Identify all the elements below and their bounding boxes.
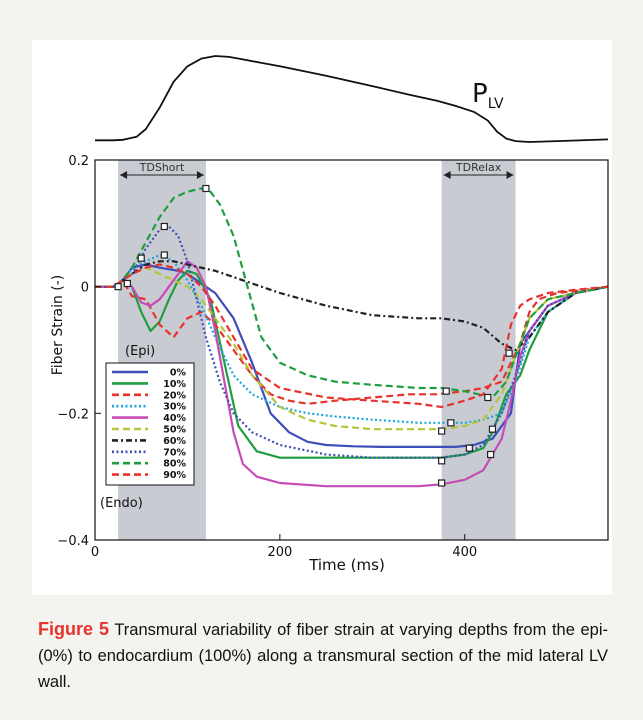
legend-box	[105, 362, 195, 486]
series-line-90pct	[95, 263, 609, 409]
legend-entry-label-6: 60%	[163, 436, 186, 447]
figure-caption: Figure 5 Transmural variability of fiber…	[38, 616, 608, 695]
y-tick-label-0: −0.4	[57, 534, 89, 549]
region-label-1: TDRelax	[455, 161, 502, 174]
marker-point-10	[438, 479, 446, 487]
fiber-strain-chart: 0 200 400 −0.4 −0.2 0 0.2 TDShort TDRelax (Epi)…	[50, 55, 609, 574]
marker-point-14	[488, 425, 497, 433]
legend-entry-label-3: 30%	[163, 402, 186, 413]
figure-area: 0 200 400 −0.4 −0.2 0 0.2 TDShort TDRelax (Epi)…	[32, 40, 612, 595]
marker-point-1	[123, 279, 131, 288]
x-axis-label: Time (ms)	[308, 556, 385, 574]
marker-point-11	[465, 444, 473, 452]
region-arrowhead-left-1	[443, 171, 451, 179]
region-arrowhead-left-0	[120, 171, 128, 179]
series-line-0pct	[95, 263, 609, 448]
marker-point-12	[484, 393, 492, 402]
legend-entry-label-9: 90%	[163, 470, 186, 481]
series-line-70pct	[95, 225, 609, 459]
legend: (Epi) 0%10%20%30%40%50%60%70%80%90% (Endo)	[100, 344, 195, 511]
figure-caption-text: Transmural variability of fiber strain a…	[38, 621, 608, 691]
marker-group	[114, 184, 513, 487]
region-arrowhead-right-1	[506, 171, 514, 179]
y-tick-label-1: −0.2	[57, 407, 89, 422]
marker-point-0	[114, 283, 122, 291]
legend-entry-label-4: 40%	[163, 413, 186, 424]
legend-entry-label-2: 20%	[163, 390, 186, 401]
series-line-60pct	[95, 260, 609, 352]
series-line-40pct	[95, 260, 609, 488]
series-line-50pct	[95, 266, 609, 431]
marker-point-6	[438, 427, 446, 435]
marker-point-7	[442, 387, 450, 395]
marker-point-13	[487, 450, 495, 459]
plot-frame	[94, 159, 609, 541]
pressure-label-main: P	[472, 79, 488, 109]
marker-point-8	[447, 419, 455, 427]
pressure-label: PLV	[472, 79, 504, 112]
legend-epi-note: (Epi)	[125, 344, 155, 359]
series-line-30pct	[95, 253, 609, 424]
region-arrowhead-right-0	[196, 171, 204, 179]
y-tick-label-3: 0.2	[68, 154, 89, 169]
pressure-curve-group	[95, 55, 609, 143]
marker-point-5	[202, 184, 210, 193]
legend-entry-label-5: 50%	[163, 425, 186, 436]
x-tick-label-2: 400	[452, 545, 477, 560]
legend-entry-label-8: 80%	[163, 459, 186, 470]
legend-entry-label-7: 70%	[163, 447, 186, 458]
y-tick-label-2: 0	[81, 281, 89, 296]
legend-entry-label-0: 0%	[170, 368, 187, 379]
pressure-label-sub: LV	[488, 96, 504, 112]
pressure-curve	[95, 55, 609, 143]
series-line-80pct	[95, 187, 609, 399]
x-tick-label-1: 200	[267, 545, 292, 560]
legend-entry-label-1: 10%	[163, 379, 186, 390]
y-axis-label: Fiber Strain (-)	[50, 275, 66, 376]
region-labels: TDShort TDRelax	[120, 161, 514, 179]
marker-point-2	[137, 254, 145, 262]
x-tick-label-0: 0	[91, 545, 99, 560]
marker-point-4	[160, 222, 168, 231]
legend-endo-note: (Endo)	[100, 496, 143, 511]
series-group	[95, 187, 609, 488]
shaded-region-1	[441, 160, 516, 540]
marker-point-15	[505, 349, 513, 357]
marker-point-9	[438, 457, 446, 465]
marker-point-3	[160, 251, 168, 259]
axes-group: 0 200 400 −0.4 −0.2 0 0.2	[57, 154, 477, 560]
figure-label: Figure 5	[38, 619, 110, 639]
region-label-0: TDShort	[139, 161, 185, 174]
